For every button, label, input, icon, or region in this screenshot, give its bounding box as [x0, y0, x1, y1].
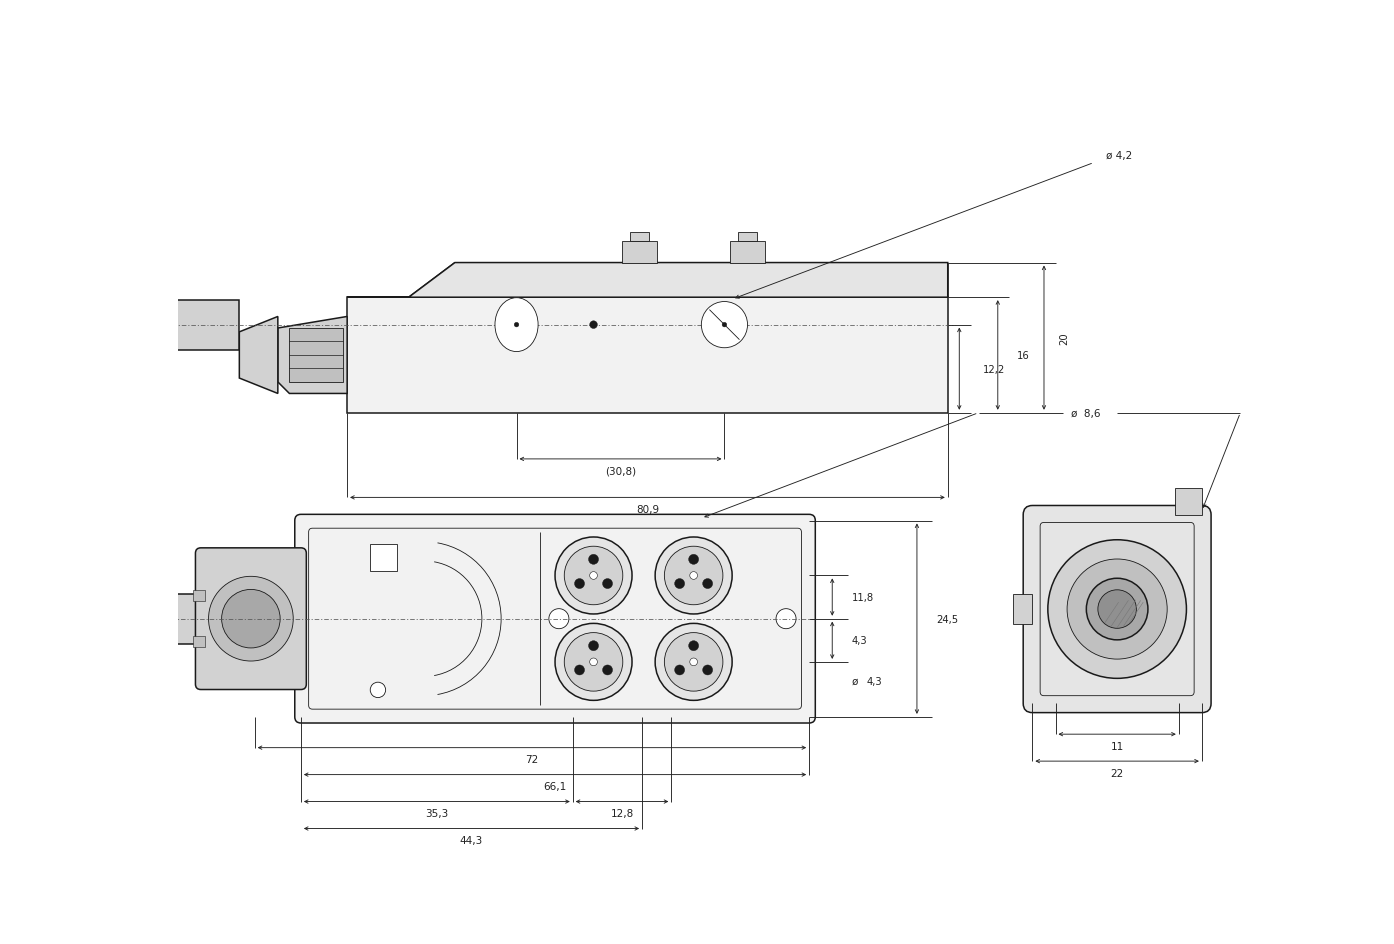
Circle shape — [549, 609, 569, 629]
Circle shape — [209, 577, 293, 662]
Circle shape — [574, 666, 584, 675]
Bar — [194, 636, 205, 648]
Circle shape — [565, 632, 623, 691]
Text: 16: 16 — [1018, 350, 1030, 361]
Bar — [131, 300, 240, 350]
Text: 12,8: 12,8 — [611, 808, 634, 818]
Text: 35,3: 35,3 — [425, 808, 449, 818]
Text: ø: ø — [852, 677, 857, 686]
FancyBboxPatch shape — [294, 514, 815, 723]
Circle shape — [371, 683, 386, 698]
Circle shape — [690, 572, 697, 580]
Circle shape — [590, 658, 598, 666]
Circle shape — [675, 579, 684, 589]
Circle shape — [703, 579, 712, 589]
Circle shape — [1048, 540, 1186, 679]
Text: 4,3: 4,3 — [867, 677, 882, 686]
Text: 20: 20 — [1059, 332, 1069, 345]
Circle shape — [514, 323, 519, 328]
Circle shape — [588, 641, 598, 651]
Circle shape — [701, 302, 747, 348]
Circle shape — [689, 641, 698, 651]
FancyBboxPatch shape — [1023, 506, 1211, 713]
Text: 4,3: 4,3 — [852, 635, 867, 646]
Bar — [290, 329, 343, 382]
Circle shape — [689, 555, 698, 565]
Text: 11,8: 11,8 — [852, 593, 874, 602]
Circle shape — [655, 624, 732, 700]
Circle shape — [776, 609, 796, 629]
Text: ø 4,2: ø 4,2 — [1105, 151, 1132, 160]
Bar — [730, 242, 765, 263]
Bar — [630, 232, 650, 242]
Bar — [347, 298, 948, 413]
Text: 66,1: 66,1 — [544, 782, 566, 791]
Bar — [1175, 488, 1202, 515]
Circle shape — [222, 590, 280, 649]
Circle shape — [602, 579, 612, 589]
Circle shape — [665, 632, 723, 691]
Circle shape — [722, 323, 726, 328]
Circle shape — [590, 572, 598, 580]
Text: 22: 22 — [1111, 767, 1124, 778]
Circle shape — [588, 555, 598, 565]
Circle shape — [1066, 560, 1167, 660]
Circle shape — [574, 579, 584, 589]
Circle shape — [1086, 579, 1147, 640]
Circle shape — [565, 547, 623, 605]
Circle shape — [665, 547, 723, 605]
Text: 24,5: 24,5 — [937, 614, 958, 624]
Circle shape — [675, 666, 684, 675]
Ellipse shape — [495, 298, 538, 352]
Circle shape — [602, 666, 612, 675]
FancyBboxPatch shape — [195, 548, 307, 690]
Circle shape — [703, 666, 712, 675]
Bar — [371, 544, 397, 571]
Circle shape — [555, 624, 631, 700]
Bar — [622, 242, 657, 263]
Circle shape — [655, 537, 732, 615]
Text: ø  8,6: ø 8,6 — [1071, 408, 1100, 418]
Text: 44,3: 44,3 — [460, 835, 484, 845]
Polygon shape — [240, 317, 277, 394]
Bar — [93, 594, 201, 644]
Circle shape — [590, 322, 598, 329]
Text: 11: 11 — [1111, 741, 1124, 750]
Text: 80,9: 80,9 — [636, 504, 659, 514]
Text: 12,2: 12,2 — [983, 364, 1005, 374]
Circle shape — [690, 658, 697, 666]
Bar — [1013, 594, 1033, 625]
Polygon shape — [347, 263, 948, 298]
Text: (30,8): (30,8) — [605, 466, 636, 476]
Circle shape — [555, 537, 631, 615]
Bar — [194, 591, 205, 601]
Bar — [737, 232, 757, 242]
Text: 72: 72 — [526, 754, 538, 765]
Polygon shape — [277, 317, 347, 394]
Circle shape — [1098, 590, 1136, 629]
